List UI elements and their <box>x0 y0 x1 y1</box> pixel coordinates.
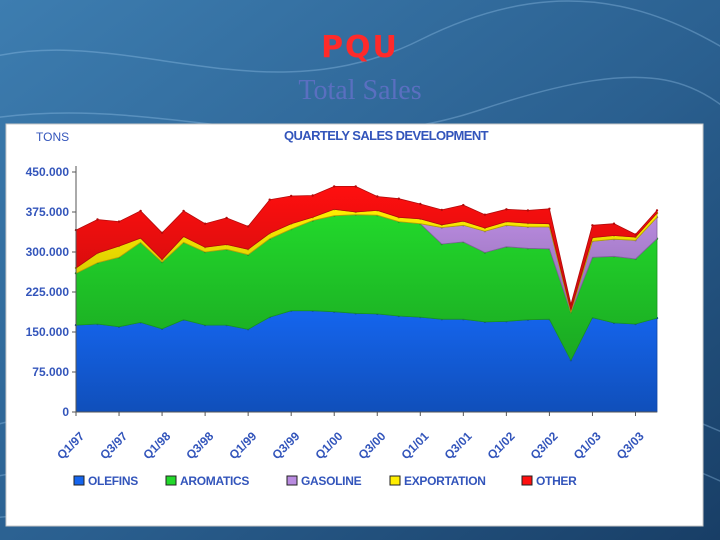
brand-logo-text: PQU <box>321 30 399 65</box>
point-other <box>333 185 336 188</box>
legend-item-exportation: EXPORTATION <box>389 474 486 488</box>
point-other <box>612 222 616 225</box>
legend-item-other: OTHER <box>521 474 577 488</box>
point-other <box>311 194 314 197</box>
legend-label: OTHER <box>536 474 577 488</box>
point-other <box>290 194 293 198</box>
point-other <box>354 185 357 188</box>
legend-swatch <box>286 475 298 486</box>
legend-swatch <box>73 475 85 486</box>
point-other <box>268 198 271 201</box>
point-other <box>655 209 659 212</box>
point-other <box>505 208 508 211</box>
point-other <box>182 209 185 213</box>
point-other <box>117 220 121 223</box>
legend-label: AROMATICS <box>180 474 249 488</box>
legend-swatch <box>165 475 177 486</box>
y-tick-label: 225.000 <box>26 285 70 299</box>
point-other <box>569 303 573 306</box>
point-other <box>139 209 142 213</box>
y-tick-label: 300.000 <box>26 245 70 259</box>
point-other <box>96 218 99 221</box>
point-other <box>483 213 487 216</box>
legend-item-olefins: OLEFINS <box>73 474 138 488</box>
point-other <box>246 225 250 228</box>
chart-ylabel: TONS <box>36 130 69 144</box>
point-other <box>591 224 594 227</box>
point-other <box>160 231 164 234</box>
y-tick-label: 375.000 <box>26 205 70 219</box>
area-other <box>75 186 658 312</box>
y-tick-label: 450.000 <box>26 165 70 179</box>
point-other <box>376 195 379 198</box>
point-other <box>225 216 228 220</box>
legend-label: OLEFINS <box>88 474 138 488</box>
y-tick-label: 0 <box>62 405 69 419</box>
legend-label: GASOLINE <box>301 474 362 488</box>
legend-swatch <box>389 475 401 486</box>
point-other <box>419 202 422 206</box>
legend-swatch <box>521 475 533 486</box>
point-other <box>440 208 443 212</box>
point-other <box>526 209 530 212</box>
slide-title: Total Sales <box>298 75 422 106</box>
legend-item-gasoline: GASOLINE <box>286 474 362 488</box>
legend-label: EXPORTATION <box>404 474 486 488</box>
y-tick-label: 75.000 <box>32 365 69 379</box>
legend-item-aromatics: AROMATICS <box>165 474 250 488</box>
point-other <box>634 233 637 236</box>
point-other <box>397 197 400 200</box>
point-other <box>203 222 207 225</box>
point-other <box>548 207 551 210</box>
y-tick-label: 150.000 <box>26 325 70 339</box>
chart-title: QUARTELY SALES DEVELOPMENT <box>284 128 489 143</box>
point-other <box>462 203 465 207</box>
